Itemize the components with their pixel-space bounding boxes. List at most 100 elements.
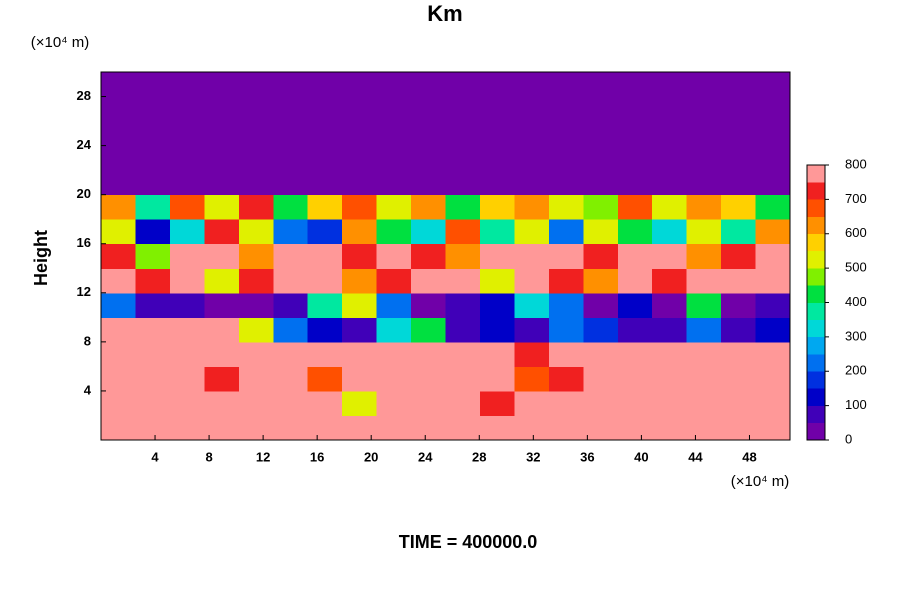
colorbar-tick-label: 200 (845, 363, 867, 378)
cell (342, 390, 378, 416)
colorbar-swatch (807, 371, 825, 389)
cell (135, 72, 171, 98)
colorbar-swatch (807, 388, 825, 406)
cell (411, 194, 446, 220)
cell (273, 292, 309, 318)
cell (376, 96, 412, 122)
cell (686, 341, 722, 367)
cell (342, 145, 378, 171)
cell (583, 366, 619, 392)
cell (445, 72, 481, 98)
x-tick-label: 12 (256, 449, 270, 464)
cell (514, 194, 550, 220)
cell (411, 341, 446, 367)
cell (204, 96, 240, 122)
cell (548, 366, 584, 392)
cell (135, 292, 171, 318)
cell (307, 341, 343, 367)
cell (686, 317, 722, 343)
cell (135, 317, 171, 343)
cell (169, 145, 205, 171)
footer: TIME = 400000.0 (399, 532, 538, 552)
cell (514, 121, 550, 147)
cell (548, 170, 584, 196)
cell (721, 243, 757, 269)
cell (583, 170, 619, 196)
cell (548, 72, 584, 98)
x-unit: (×10⁴ m) (731, 473, 790, 490)
y-axis-label: Height (31, 230, 51, 286)
cell (411, 219, 446, 245)
cell (411, 170, 446, 196)
cell (755, 415, 791, 441)
cell (479, 415, 515, 441)
cell (721, 366, 757, 392)
cell (169, 317, 205, 343)
cell (721, 219, 757, 245)
cell (479, 96, 515, 122)
cell (686, 415, 722, 441)
cell (583, 121, 619, 147)
cell (652, 219, 688, 245)
cell (169, 292, 205, 318)
cell (204, 390, 240, 416)
cell (514, 366, 550, 392)
cell (101, 170, 136, 196)
cell (273, 390, 309, 416)
cell (204, 341, 240, 367)
cell (273, 317, 309, 343)
cell (204, 292, 240, 318)
cell (273, 341, 309, 367)
cell (307, 292, 343, 318)
cell (445, 415, 481, 441)
cell (411, 268, 446, 294)
cell (479, 243, 515, 269)
cell (721, 96, 757, 122)
cell (686, 96, 722, 122)
cell (617, 341, 653, 367)
cell (307, 415, 343, 441)
colorbar-tick-label: 100 (845, 397, 867, 412)
cell (238, 366, 274, 392)
cell (583, 317, 619, 343)
cell (238, 292, 274, 318)
cell (376, 194, 412, 220)
cell (514, 96, 550, 122)
cell (135, 121, 171, 147)
cell (273, 219, 309, 245)
cell (617, 390, 653, 416)
cell (376, 170, 412, 196)
cell (583, 341, 619, 367)
cell (445, 219, 481, 245)
cell (514, 72, 550, 98)
cell (101, 292, 136, 318)
x-tick-label: 16 (310, 449, 324, 464)
cell (273, 145, 309, 171)
colorbar-tick-label: 0 (845, 431, 852, 446)
cell (514, 219, 550, 245)
cell (238, 72, 274, 98)
cell (169, 72, 205, 98)
cell (755, 317, 791, 343)
cell (548, 390, 584, 416)
cell (721, 72, 757, 98)
cell (376, 145, 412, 171)
cell (376, 366, 412, 392)
colorbar-tick-label: 600 (845, 225, 867, 240)
colorbar-tick-label: 300 (845, 328, 867, 343)
cell (342, 170, 378, 196)
cell (307, 96, 343, 122)
cell (617, 170, 653, 196)
cell (652, 317, 688, 343)
cell (755, 268, 791, 294)
cell (617, 317, 653, 343)
cell (617, 121, 653, 147)
cell (307, 268, 343, 294)
cell (686, 145, 722, 171)
cell (307, 72, 343, 98)
cell (479, 121, 515, 147)
cell (342, 292, 378, 318)
colorbar-swatch (807, 319, 825, 338)
x-tick-label: 44 (688, 449, 703, 464)
cell (686, 72, 722, 98)
